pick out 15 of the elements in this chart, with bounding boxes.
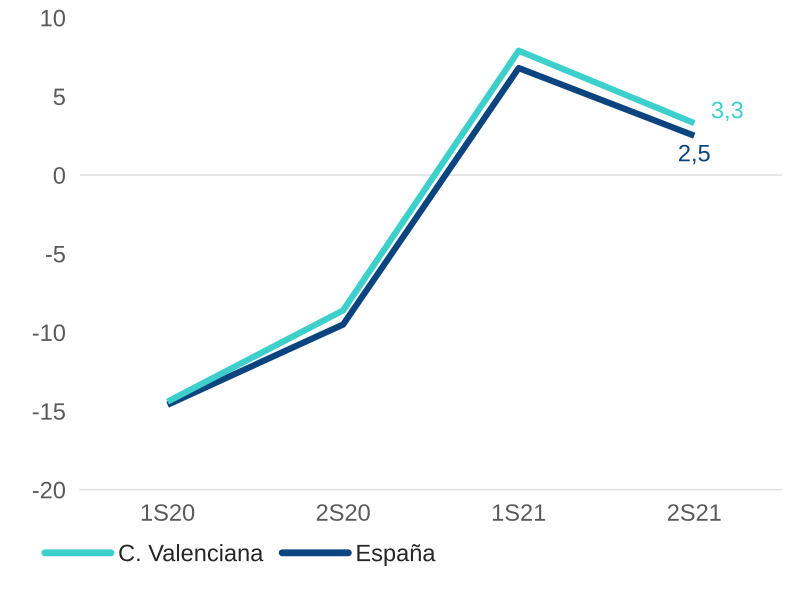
legend-label: C. Valenciana <box>119 544 264 562</box>
y-tick-label: -10 <box>32 324 65 342</box>
y-tick-label: -20 <box>32 482 65 498</box>
x-tick-label: 2S20 <box>316 504 370 521</box>
legend-label: España <box>357 544 436 566</box>
data-label: 3,3 <box>712 102 743 122</box>
y-tick-label: -15 <box>32 403 65 420</box>
x-tick-label: 1S21 <box>492 504 546 521</box>
y-tick-label: 10 <box>41 10 65 26</box>
y-tick-label: 0 <box>54 167 65 184</box>
x-tick-label: 1S20 <box>142 504 194 521</box>
x-tick-label: 2S21 <box>668 504 721 521</box>
y-tick-label: -5 <box>46 246 65 262</box>
y-tick-label: 5 <box>54 88 65 106</box>
data-label: 2,5 <box>679 144 710 164</box>
